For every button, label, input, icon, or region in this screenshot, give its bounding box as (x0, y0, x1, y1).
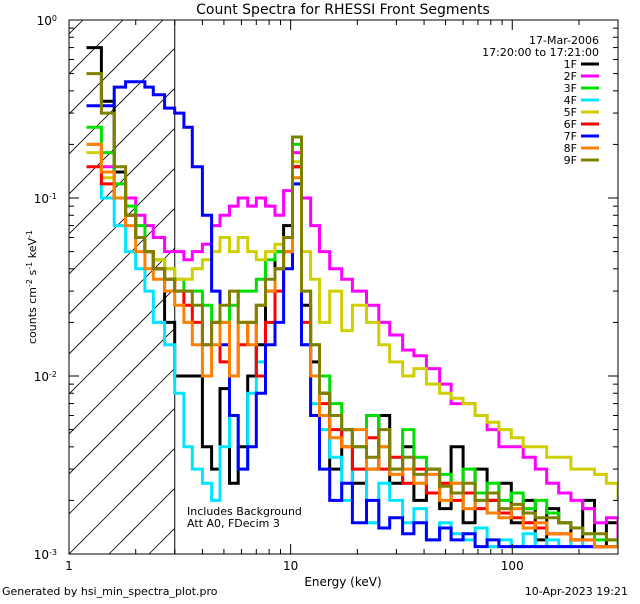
y-tick-exp: -2 (49, 370, 57, 379)
legend-label-1F: 1F (564, 58, 577, 71)
legend-date: 17-Mar-2006 (529, 34, 599, 47)
y-tick-exp: -1 (49, 192, 57, 201)
hatch-line (69, 327, 175, 435)
x-tick-label: 100 (501, 559, 524, 573)
footer-generated-by: Generated by hsi_min_spectra_plot.pro (2, 585, 218, 598)
x-tick-label: 10 (283, 559, 298, 573)
ylabel-base: counts cm (26, 287, 39, 344)
y-axis-label: counts cm-2 s-1 keV-1 (25, 230, 40, 344)
legend-label-8F: 8F (564, 142, 577, 155)
footer-timestamp: 10-Apr-2023 19:21 (525, 585, 628, 598)
hatch-line (69, 447, 175, 554)
legend-label-3F: 3F (564, 82, 577, 95)
chart-title: Count Spectra for RHESSI Front Segments (196, 2, 490, 18)
series-line-9F (86, 72, 618, 542)
hatch-line (69, 20, 84, 35)
y-tick-base: 10 (34, 370, 49, 384)
plot-frame (68, 19, 619, 555)
ylabel-exp2: -1 (25, 262, 34, 270)
y-tick-exp: 0 (52, 14, 57, 23)
y-tick-label: 100 (37, 14, 57, 29)
y-tick-label: 10-1 (34, 192, 57, 207)
hatch-line (0, 20, 3, 554)
ylabel-end: keV (26, 238, 39, 262)
legend-label-4F: 4F (564, 94, 577, 107)
y-tick-label: 10-2 (34, 370, 57, 385)
y-tick-base: 10 (34, 548, 49, 562)
legend-label-2F: 2F (564, 70, 577, 83)
ylabel-mid: s (26, 269, 39, 278)
hatch-line (69, 407, 175, 515)
legend-label-5F: 5F (564, 106, 577, 119)
ylabel-exp3: -1 (25, 230, 34, 238)
legend-label-7F: 7F (564, 130, 577, 143)
hatch-line (69, 20, 164, 115)
annotation-background: Includes Background (187, 505, 302, 518)
y-tick-exp: -3 (49, 548, 57, 557)
hatch-line (69, 207, 175, 315)
series-line-2F (86, 142, 618, 540)
series-line-5F (86, 151, 618, 501)
hatch-line (69, 367, 175, 475)
series-lines (86, 46, 618, 549)
legend-time-range: 17:20:00 to 17:21:00 (482, 46, 599, 59)
x-tick-label: 1 (65, 559, 73, 573)
hatch-line (108, 487, 175, 554)
y-tick-base: 10 (37, 14, 52, 28)
x-axis-label: Energy (keV) (304, 575, 381, 589)
hatch-line (69, 127, 175, 235)
hatch-line (69, 247, 175, 355)
legend-label-6F: 6F (564, 118, 577, 131)
ylabel-exp1: -2 (25, 279, 34, 287)
legend-label-9F: 9F (564, 154, 577, 167)
annotation-attenuator: Att A0, FDecim 3 (187, 517, 280, 530)
y-tick-base: 10 (34, 192, 49, 206)
y-tick-label: 10-3 (34, 548, 57, 563)
hatch-line (69, 87, 175, 195)
